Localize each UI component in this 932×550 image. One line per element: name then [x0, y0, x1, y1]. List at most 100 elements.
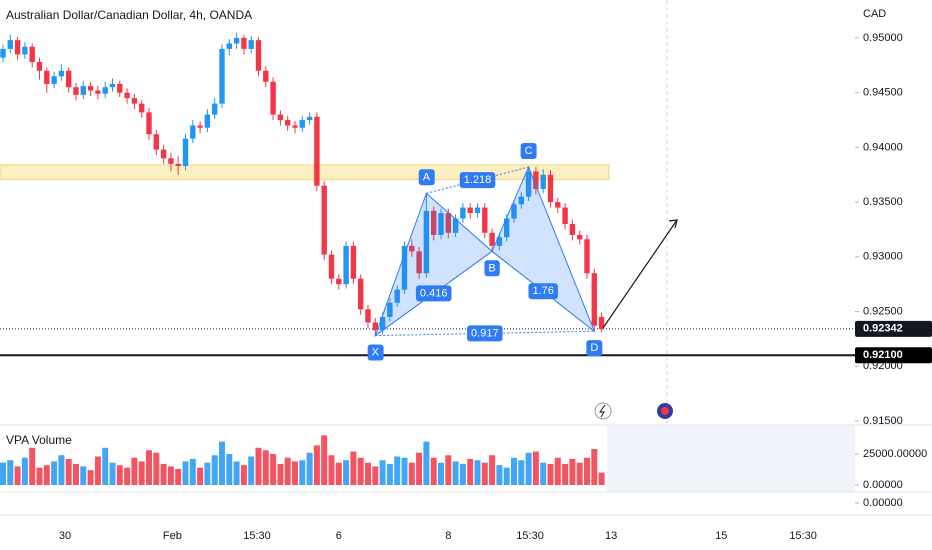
volume-bar	[525, 452, 532, 486]
volume-bar	[299, 460, 306, 486]
replay-icon[interactable]	[594, 402, 612, 420]
volume-bar	[328, 455, 335, 486]
volume-bar	[248, 456, 255, 486]
candle-body	[190, 125, 196, 139]
ratio-label: 1.76	[532, 285, 553, 297]
candle-body	[489, 232, 495, 246]
candle-body	[255, 40, 262, 71]
currency-label: CAD	[863, 8, 886, 20]
volume-bar	[204, 462, 211, 486]
candle-body	[168, 158, 174, 164]
label-box	[484, 260, 500, 277]
volume-bar	[182, 461, 189, 486]
candle-body	[460, 207, 466, 219]
volume-bar	[467, 458, 474, 486]
volume-bar	[80, 466, 87, 486]
candle-body	[204, 114, 211, 128]
volume-bar	[116, 465, 123, 486]
label-box	[367, 344, 384, 361]
candle-body	[365, 309, 371, 323]
candle-body	[452, 218, 459, 233]
pattern-point-label: C	[525, 145, 533, 157]
y-tick-label: 0.00000	[863, 497, 903, 509]
volume-bar	[416, 452, 423, 486]
volume-bar	[167, 466, 174, 486]
candle-body	[51, 76, 57, 84]
y-tick-label: 25000.00000	[863, 448, 927, 460]
volume-bar	[408, 462, 415, 486]
volume-bar	[452, 461, 459, 486]
candle-body	[22, 46, 28, 55]
volume-bar	[211, 455, 218, 486]
candle-body	[160, 149, 167, 159]
candle-body	[336, 278, 342, 285]
time-label: 15:30	[516, 530, 544, 542]
candle-body	[292, 125, 298, 128]
candle-body	[562, 207, 568, 224]
candle-body	[379, 316, 386, 331]
pattern-point-label: X	[372, 347, 380, 359]
volume-bar	[138, 461, 145, 486]
volume-bar	[591, 449, 598, 486]
label-box	[418, 169, 435, 186]
time-label: 6	[336, 530, 342, 542]
price-tag	[855, 347, 932, 364]
volume-bar	[511, 457, 517, 486]
candle-body	[131, 98, 138, 104]
volume-bar	[226, 454, 233, 486]
volume-bar	[459, 463, 466, 486]
volume-bar	[219, 441, 225, 486]
volume-bar	[547, 463, 554, 486]
candle-body	[58, 70, 65, 77]
volume-bar	[321, 435, 328, 486]
volume-bar	[277, 463, 284, 486]
ratio-label: 0.416	[420, 287, 448, 299]
candle-body	[263, 70, 269, 82]
candle-body	[36, 62, 43, 71]
candle-body	[197, 125, 203, 128]
time-label: 13	[605, 530, 617, 542]
candle-body	[409, 245, 415, 252]
volume-bar	[73, 463, 79, 486]
volume-bar	[372, 466, 379, 486]
volume-bar	[14, 466, 21, 486]
volume-bar	[94, 456, 101, 486]
y-tick-label: 0.91500	[863, 415, 903, 427]
volume-bar	[58, 455, 65, 486]
plot-layer: 0.416 1.218 1.76 0.917 X A B C D	[0, 32, 855, 486]
candle-body	[431, 210, 437, 235]
candle-body	[504, 218, 510, 238]
candle-body	[467, 207, 473, 214]
y-tick-label: 0.94500	[863, 87, 903, 99]
y-tick-label: 0.92500	[863, 305, 903, 317]
chart-title: Australian Dollar/Canadian Dollar, 4h, O…	[6, 8, 252, 22]
volume-bar	[357, 457, 364, 486]
candle-body	[343, 245, 349, 285]
volume-bar	[292, 461, 298, 486]
candle-body	[139, 103, 145, 113]
candle-body	[80, 86, 86, 95]
candle-body	[14, 40, 21, 55]
candle-body	[569, 223, 576, 235]
y-tick-label: 0.00000	[863, 479, 903, 491]
candle-body	[511, 204, 517, 219]
volume-bar	[423, 441, 430, 486]
candle-body	[321, 185, 327, 255]
volume-bar	[36, 467, 43, 486]
candle-body	[314, 116, 320, 186]
projection-arrow	[602, 219, 678, 329]
candle-body	[387, 302, 393, 317]
news-icon[interactable]	[657, 403, 673, 419]
volume-bar	[131, 457, 138, 486]
candle-body	[44, 70, 50, 84]
volume-bar	[576, 462, 583, 486]
label-box	[520, 142, 537, 159]
candle-body	[102, 87, 108, 94]
candle-body	[584, 239, 590, 274]
volume-bar	[518, 460, 525, 486]
volume-bar	[153, 452, 160, 486]
candle-body	[153, 134, 159, 150]
label-box	[586, 340, 603, 357]
y-tick-label: 0.93500	[863, 196, 903, 208]
